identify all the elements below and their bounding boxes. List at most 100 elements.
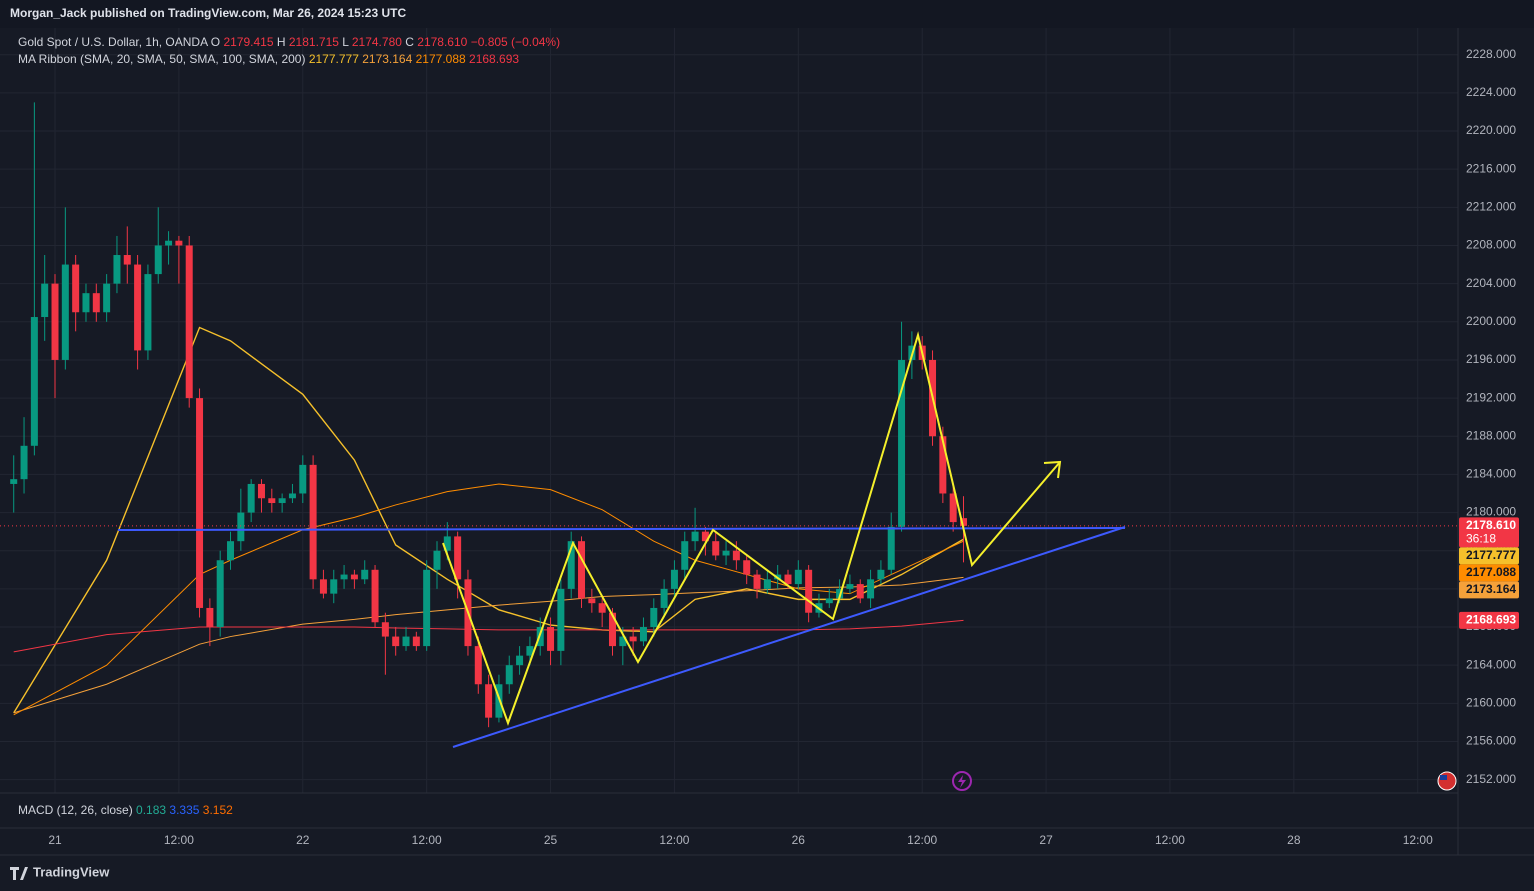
y-tick-label: 2160.000 <box>1466 696 1516 710</box>
candle-body <box>701 531 709 542</box>
price-label: 2173.164 <box>1466 582 1516 596</box>
x-tick-label: 12:00 <box>1403 833 1433 847</box>
ma-line <box>13 326 964 714</box>
y-tick-label: 2152.000 <box>1466 772 1516 786</box>
ma-value: 2177.777 <box>308 52 359 66</box>
candle-body <box>939 436 947 494</box>
symbol: Gold Spot / U.S. Dollar, 1h, OANDA <box>18 35 208 49</box>
y-tick-label: 2196.000 <box>1466 352 1516 366</box>
event-icon[interactable] <box>952 771 972 791</box>
candle-body <box>340 574 348 580</box>
candle-body <box>474 646 482 685</box>
macd-label: MACD (12, 26, close) <box>18 803 133 817</box>
x-tick-label: 21 <box>48 833 62 847</box>
candle-body <box>516 655 524 666</box>
macd-legend: MACD (12, 26, close) 0.183 3.335 3.152 <box>18 803 233 817</box>
price-label-bg <box>1459 517 1519 548</box>
macd-value: 3.335 <box>169 803 200 817</box>
plot <box>0 102 1458 728</box>
candle-body <box>113 255 121 284</box>
ohlc-key: C <box>405 35 414 49</box>
candle-body <box>134 264 142 351</box>
candle-body <box>784 574 792 585</box>
price-label-bg <box>1459 581 1519 599</box>
candle-body <box>443 536 451 551</box>
candle-body <box>959 518 967 526</box>
y-tick-label: 2164.000 <box>1466 657 1516 671</box>
y-tick-label: 2180.000 <box>1466 505 1516 519</box>
candle-body <box>650 607 658 628</box>
ma-value: 2173.164 <box>362 52 413 66</box>
y-tick-label: 2200.000 <box>1466 314 1516 328</box>
candle-body <box>412 636 420 647</box>
candle-body <box>20 445 28 480</box>
candle-body <box>247 483 255 513</box>
y-tick-label: 2220.000 <box>1466 123 1516 137</box>
x-tick-label: 12:00 <box>412 833 442 847</box>
candle-body <box>330 579 338 594</box>
candle-body <box>505 665 513 685</box>
candle-body <box>732 550 740 561</box>
x-tick-label: 12:00 <box>164 833 194 847</box>
y-tick-label: 2212.000 <box>1466 199 1516 213</box>
ohlc-key: O <box>210 35 221 49</box>
candle-body <box>495 684 503 718</box>
candle-body <box>392 636 400 647</box>
candle-body <box>144 274 152 351</box>
candle-body <box>619 636 627 647</box>
candle-body <box>51 283 59 360</box>
publisher: Morgan_Jack published on TradingView.com… <box>10 6 406 20</box>
candle-body <box>557 588 565 651</box>
ohlc-key: L <box>342 35 349 49</box>
candle-body <box>898 359 906 527</box>
candle-body <box>805 569 813 613</box>
candle-body <box>299 464 307 494</box>
ohlc-key: H <box>276 35 286 49</box>
candle-body <box>794 569 802 585</box>
y-tick-label: 2216.000 <box>1466 161 1516 175</box>
ohlc: O 2179.415 H 2181.715 L 2174.780 C 2178.… <box>211 35 471 49</box>
zigzag-path <box>442 331 1061 726</box>
brand-name: TradingView <box>33 864 110 879</box>
lightning <box>958 775 966 788</box>
symbol-legend: Gold Spot / U.S. Dollar, 1h, OANDA O 217… <box>18 35 560 49</box>
macd-value: 3.152 <box>202 803 233 817</box>
candle-body <box>185 245 193 399</box>
price-label-bg <box>1459 564 1519 582</box>
ma-value: 2168.693 <box>469 52 520 66</box>
candle-body <box>485 684 493 718</box>
arrow-head <box>1043 460 1062 479</box>
resistance-line <box>117 527 1126 531</box>
price-axis: 2152.0002156.0002160.0002164.0002168.000… <box>1459 47 1519 786</box>
candle-body <box>371 569 379 623</box>
candle-body <box>608 612 616 647</box>
candle-body <box>639 627 647 642</box>
countdown: 36:18 <box>1466 531 1496 545</box>
x-tick-label: 12:00 <box>907 833 937 847</box>
candle-body <box>949 493 957 523</box>
candle-body <box>691 531 699 542</box>
candle-body <box>588 598 596 604</box>
candle-body <box>30 317 38 446</box>
grid <box>0 28 1458 793</box>
candle-body <box>165 240 173 246</box>
candle-body <box>41 283 49 318</box>
candle-body <box>175 240 183 246</box>
ohlc-value: 2178.610 <box>417 35 468 49</box>
candle-body <box>278 498 286 504</box>
candle-body <box>206 607 214 628</box>
ma-value: 2177.088 <box>415 52 466 66</box>
candle-body <box>763 579 771 589</box>
flag-icon[interactable] <box>1437 771 1457 791</box>
x-tick-label: 25 <box>544 833 558 847</box>
candle-body <box>381 622 389 637</box>
candle-body <box>877 569 885 580</box>
x-tick-label: 12:00 <box>1155 833 1185 847</box>
candle-body <box>454 536 462 580</box>
ohlc-value: 2174.780 <box>351 35 402 49</box>
drawings <box>117 331 1457 791</box>
candle-body <box>361 569 369 580</box>
price-label: 2178.610 <box>1466 518 1516 532</box>
price-label-bg <box>1459 611 1519 629</box>
